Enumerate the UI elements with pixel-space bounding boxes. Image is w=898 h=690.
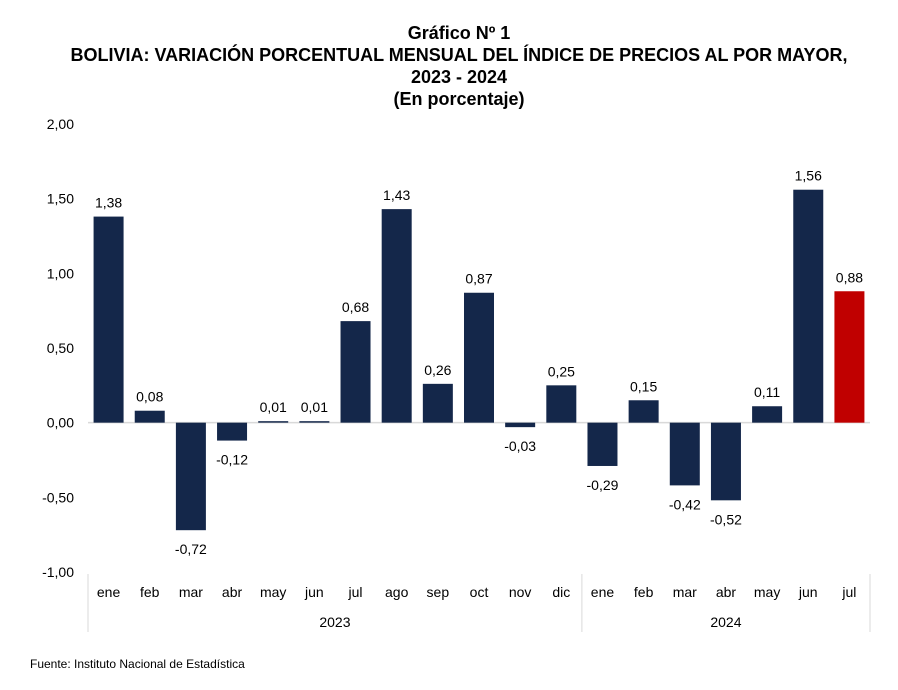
bar	[217, 422, 248, 441]
bar-value-label: 0,15	[630, 378, 657, 394]
bar	[299, 421, 330, 423]
y-tick-label: 1,00	[47, 265, 74, 281]
y-tick-label: 0,00	[47, 415, 74, 431]
bar	[587, 422, 618, 466]
bar	[628, 400, 659, 423]
bar-value-label: 0,11	[754, 384, 780, 400]
bar-value-label: 1,56	[795, 168, 822, 184]
x-tick-label: jul	[348, 584, 363, 600]
x-tick-label: sep	[427, 584, 450, 600]
y-tick-label: 1,50	[47, 191, 74, 207]
x-tick-label: ene	[591, 584, 615, 600]
bar-value-label: 0,87	[465, 271, 492, 287]
group-label: 2023	[319, 614, 350, 630]
bar	[464, 292, 494, 423]
bar-value-label: -0,03	[504, 438, 536, 454]
x-tick-label: jun	[304, 584, 324, 600]
figure-number: Gráfico Nº 1	[407, 23, 511, 43]
bar	[422, 383, 453, 423]
x-tick-label: abr	[222, 584, 243, 600]
chart-title: BOLIVIA: VARIACIÓN PORCENTUAL MENSUAL DE…	[70, 45, 848, 87]
x-tick-label: oct	[470, 584, 489, 600]
x-tick-label: dic	[552, 584, 570, 600]
bar	[134, 410, 165, 423]
bar	[546, 385, 577, 423]
bar-value-label: -0,29	[587, 477, 619, 493]
bar	[834, 291, 865, 423]
bar	[710, 422, 741, 501]
bar-value-label: -0,72	[175, 541, 207, 557]
x-tick-label: nov	[509, 584, 532, 600]
bar-value-label: 0,01	[260, 399, 287, 415]
x-tick-label: ago	[385, 584, 409, 600]
y-tick-label: 0,50	[47, 340, 74, 356]
bar-value-label: 0,88	[836, 269, 863, 285]
x-tick-label: abr	[716, 584, 737, 600]
bar-value-label: 0,26	[424, 362, 451, 378]
x-tick-label: jun	[798, 584, 818, 600]
bar	[93, 216, 124, 423]
x-tick-label: may	[260, 584, 286, 600]
x-tick-label: mar	[673, 584, 697, 600]
bar-chart: 2,00 1,50 1,00 0,50 0,00 -0,50 -1,00 1,38 ene 0,0…	[42, 116, 871, 632]
y-tick-label: 2,00	[47, 116, 74, 132]
bar	[175, 422, 206, 531]
bar-value-label: 0,68	[342, 299, 369, 315]
bar-value-label: 1,38	[95, 195, 122, 211]
bar-value-label: -0,12	[216, 452, 248, 468]
bar	[505, 422, 536, 428]
bar	[340, 321, 371, 423]
y-tick-label: -1,00	[42, 564, 74, 580]
x-tick-label: may	[754, 584, 780, 600]
x-tick-label: feb	[140, 584, 160, 600]
source-note: Fuente: Instituto Nacional de Estadístic…	[30, 657, 245, 671]
bar-value-label: 0,25	[548, 363, 575, 379]
x-tick-label: feb	[634, 584, 654, 600]
bar-value-label: 1,43	[383, 187, 410, 203]
bar	[752, 406, 783, 423]
bar	[793, 189, 824, 423]
bar-value-label: 0,01	[301, 399, 328, 415]
x-tick-label: jul	[841, 584, 856, 600]
bar	[381, 209, 412, 423]
bar-value-label: -0,52	[710, 511, 742, 527]
bar-value-label: 0,08	[136, 389, 163, 405]
group-label: 2024	[710, 614, 741, 630]
y-tick-label: -0,50	[42, 489, 74, 505]
x-tick-label: mar	[179, 584, 203, 600]
chart-titles: Gráfico Nº 1 BOLIVIA: VARIACIÓN PORCENTU…	[0, 22, 898, 110]
chart-subtitle: (En porcentaje)	[393, 89, 525, 109]
bar	[258, 421, 289, 423]
bar	[669, 422, 700, 486]
bar-value-label: -0,42	[669, 496, 701, 512]
x-tick-label: ene	[97, 584, 121, 600]
